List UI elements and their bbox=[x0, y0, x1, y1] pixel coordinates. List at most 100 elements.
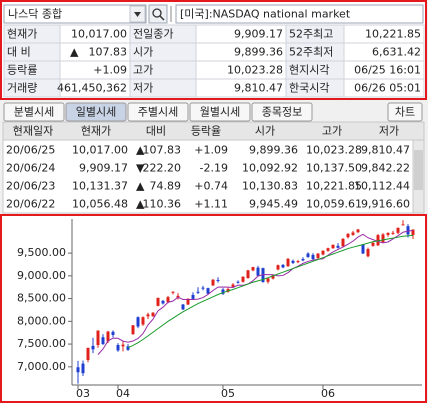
dropdown-icon bbox=[134, 12, 141, 17]
candle-body bbox=[126, 346, 130, 350]
candle-body bbox=[196, 291, 200, 293]
daily-cell: 10,059.61 bbox=[306, 198, 362, 211]
candle-body bbox=[236, 281, 240, 283]
quote-label: 저가 bbox=[133, 82, 153, 95]
candle-body bbox=[171, 291, 175, 293]
candle-body bbox=[141, 317, 145, 325]
x-tick-label: 04 bbox=[116, 387, 130, 400]
tab[interactable] bbox=[251, 102, 313, 122]
search-button[interactable] bbox=[148, 4, 168, 24]
x-tick-label: 06 bbox=[321, 387, 335, 400]
candle-body bbox=[151, 312, 155, 317]
tab[interactable] bbox=[127, 102, 189, 122]
candle-body bbox=[76, 367, 80, 373]
tab[interactable] bbox=[189, 102, 251, 122]
tab-bar: 분별시세 일별시세 주별시세 월별시세 종목정보 bbox=[3, 102, 313, 122]
chart-button-label: 차트 bbox=[395, 106, 415, 119]
search-icon bbox=[152, 8, 162, 18]
search-box[interactable] bbox=[3, 4, 147, 24]
quote-value: 9,810.47 bbox=[234, 82, 283, 95]
chart-button[interactable] bbox=[387, 102, 423, 122]
candle-body bbox=[121, 344, 125, 347]
daily-cell: 20/06/22 bbox=[6, 198, 55, 211]
quote-label: 고가 bbox=[133, 64, 153, 77]
daily-cell: 20/06/25 bbox=[6, 144, 55, 157]
candle-body bbox=[311, 254, 315, 260]
candle-body bbox=[116, 344, 120, 351]
column-header: 고가 bbox=[322, 125, 342, 138]
candle-body bbox=[336, 245, 340, 248]
quote-label: 52주최고 bbox=[289, 28, 333, 41]
candle-body bbox=[361, 244, 365, 254]
column-header: 저가 bbox=[379, 125, 399, 138]
daily-cell: 10,137.50 bbox=[306, 162, 362, 175]
quote-value: 10,017.00 bbox=[71, 28, 127, 41]
candle-body bbox=[86, 347, 90, 360]
daily-cell: -2.19 bbox=[200, 162, 228, 175]
candle-body bbox=[321, 250, 325, 255]
candle-body bbox=[376, 235, 380, 246]
candle-body bbox=[381, 234, 385, 243]
daily-cell: 74.89 bbox=[150, 180, 182, 193]
candle-body bbox=[216, 279, 220, 281]
tab-label: 일별시세 bbox=[76, 105, 116, 119]
daily-cell: ▲ bbox=[136, 144, 145, 157]
daily-cell: ▲ bbox=[136, 180, 145, 193]
moving-average-line bbox=[97, 229, 414, 355]
scroll-thumb[interactable] bbox=[414, 150, 423, 190]
y-tick-label: 8,000.00 bbox=[17, 314, 66, 327]
quote-value: +1.09 bbox=[93, 64, 127, 77]
column-header: 등락율 bbox=[191, 125, 221, 138]
x-tick-label: 03 bbox=[76, 387, 90, 400]
quote-label: 52주최저 bbox=[289, 46, 333, 59]
quote-value: 107.83 bbox=[89, 46, 128, 59]
candle-body bbox=[331, 244, 335, 249]
tab-label: 주별시세 bbox=[138, 106, 178, 119]
tab-label: 종목정보 bbox=[262, 106, 302, 119]
market-box bbox=[175, 4, 424, 24]
column-header: 현재일자 bbox=[13, 124, 53, 138]
daily-cell: 10,092.92 bbox=[242, 162, 298, 175]
y-tick-label: 9,000.00 bbox=[17, 269, 66, 282]
chart-panel bbox=[0, 214, 427, 403]
candle-body bbox=[266, 278, 270, 282]
quote-label: 현지시각 bbox=[289, 64, 329, 77]
daily-cell: 10,130.83 bbox=[242, 180, 298, 193]
daily-cell: 9,909.17 bbox=[79, 162, 128, 175]
candle-body bbox=[106, 331, 110, 342]
quote-value: 10,221.85 bbox=[365, 28, 421, 41]
column-header: 대비 bbox=[146, 125, 166, 138]
candle-body bbox=[296, 261, 300, 263]
candle-body bbox=[96, 330, 100, 345]
quote-label: 현재가 bbox=[7, 28, 37, 41]
daily-cell: 9,945.49 bbox=[249, 198, 298, 211]
candle-body bbox=[241, 276, 245, 282]
daily-cell: ▼ bbox=[136, 162, 145, 175]
candle-body bbox=[191, 294, 195, 299]
rows-bg bbox=[2, 139, 414, 214]
candle-body bbox=[136, 317, 140, 327]
daily-cell: 10,131.37 bbox=[72, 180, 128, 193]
column-header: 현재가 bbox=[81, 125, 111, 138]
candle-body bbox=[351, 232, 355, 235]
candle-body bbox=[161, 300, 165, 304]
tab[interactable] bbox=[65, 102, 127, 122]
candle-body bbox=[286, 258, 290, 267]
moving-average-line bbox=[127, 234, 414, 349]
candle-body bbox=[101, 337, 105, 344]
candle-body bbox=[201, 287, 205, 289]
candle-body bbox=[346, 233, 350, 238]
daily-cell: +1.11 bbox=[194, 198, 228, 211]
candle-body bbox=[206, 288, 210, 294]
candle-body bbox=[316, 253, 320, 259]
candle-body bbox=[111, 331, 115, 335]
column-header: 시가 bbox=[255, 125, 275, 138]
candle-body bbox=[186, 298, 190, 305]
quote-value: 06/26 05:01 bbox=[354, 82, 421, 95]
candle-body bbox=[366, 249, 370, 257]
daily-cell: 9,810.47 bbox=[361, 144, 410, 157]
quote-label: 대 비 bbox=[7, 46, 31, 59]
y-tick-label: 9,500.00 bbox=[17, 246, 66, 259]
tab[interactable] bbox=[3, 102, 65, 122]
daily-cell: 222.20 bbox=[143, 162, 182, 175]
